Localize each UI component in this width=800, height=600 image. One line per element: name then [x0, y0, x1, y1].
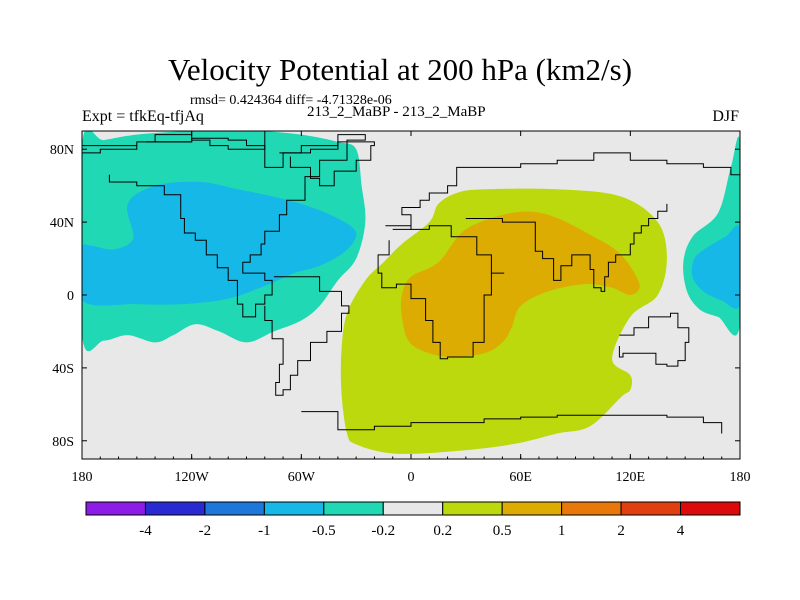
contour-region-negative-inner-west	[82, 181, 357, 306]
coastline-antarctica	[301, 411, 723, 434]
coastline-greenland	[279, 141, 375, 187]
contour-region-positive-inner	[400, 211, 640, 358]
colorbar-label: 0.5	[493, 523, 512, 539]
colorbar-label: 0.2	[433, 523, 452, 539]
colorbar-label: 4	[677, 523, 685, 539]
x-tick-label: 60E	[509, 470, 532, 485]
coastline-south-america	[264, 276, 350, 396]
colorbar-label: 2	[617, 523, 625, 539]
y-tick-label: 80S	[52, 435, 74, 450]
coastline-asia-south	[465, 203, 668, 292]
y-tick-label: 80N	[50, 143, 74, 158]
colorbar-label: -2	[199, 523, 212, 539]
coastline-eurasia	[392, 152, 740, 230]
colorbar-swatch	[323, 501, 384, 516]
y-tick-label: 0	[67, 289, 74, 304]
colorbar-swatch	[382, 501, 444, 516]
y-tick-label: 40S	[52, 362, 74, 377]
colorbar-swatch	[85, 501, 146, 516]
experiment-label: Expt = tfkEq-tfjAq	[82, 108, 204, 125]
contour-region-negative-inner-east	[691, 225, 740, 309]
colorbar-swatch	[263, 501, 325, 516]
colorbar-swatch	[620, 501, 682, 516]
colorbar-swatch	[144, 501, 206, 516]
colorbar-label: -0.2	[371, 523, 395, 539]
x-tick-label: 60W	[288, 470, 316, 485]
x-tick-label: 180	[72, 470, 93, 485]
colorbar-swatch	[204, 501, 265, 516]
x-tick-label: 120W	[175, 470, 210, 485]
colorbar-label: -0.5	[312, 523, 336, 539]
colorbar-label: -4	[139, 523, 152, 539]
coastline-africa	[377, 225, 505, 360]
stats-label: rmsd= 0.424364 diff= -4.71328e-06	[190, 93, 392, 108]
runs-label: 213_2_MaBP - 213_2_MaBP	[307, 104, 486, 120]
coastline-americas	[82, 131, 266, 154]
colorbar-label: 1	[558, 523, 566, 539]
y-tick-label: 40N	[50, 216, 74, 231]
x-tick-label: 180	[730, 470, 751, 485]
colorbar-swatch	[501, 501, 563, 516]
x-tick-label: 120E	[616, 470, 646, 485]
season-label: DJF	[712, 108, 739, 125]
coastline-australia	[618, 312, 690, 367]
colorbar-swatch	[680, 501, 741, 516]
colorbar-label: -1	[258, 523, 271, 539]
chart-title: Velocity Potential at 200 hPa (km2/s)	[167, 52, 633, 87]
colorbar-swatch	[442, 501, 503, 516]
colorbar-swatch	[561, 501, 622, 516]
x-tick-label: 0	[408, 470, 415, 485]
